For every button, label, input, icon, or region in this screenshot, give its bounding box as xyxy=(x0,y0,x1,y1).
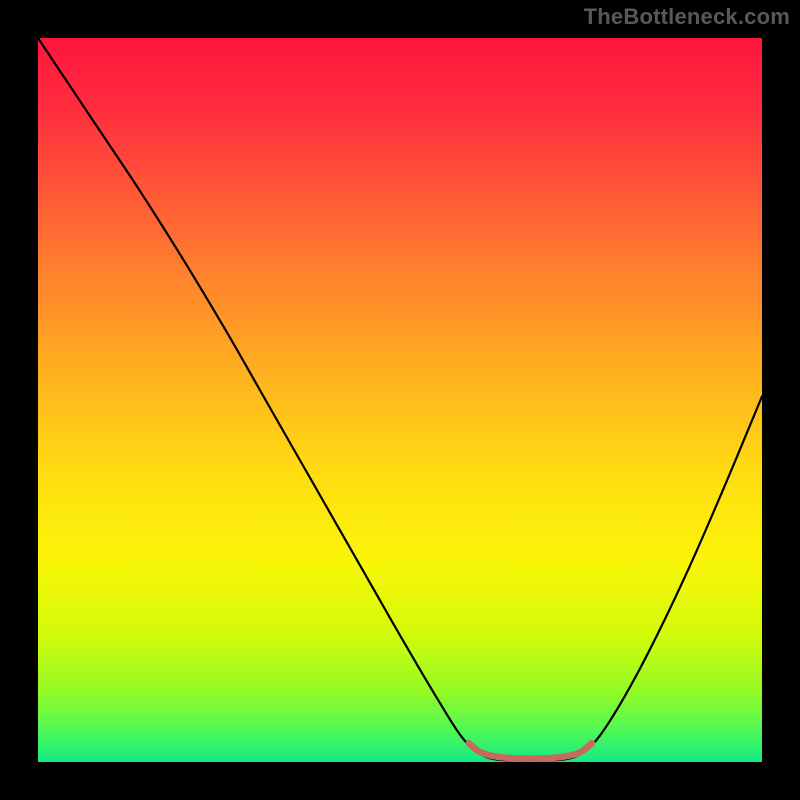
trough-highlight-path xyxy=(469,743,592,758)
bottleneck-curve-path xyxy=(38,38,762,761)
curve-layer xyxy=(38,38,762,762)
plot-area xyxy=(38,38,762,762)
chart-container: TheBottleneck.com xyxy=(0,0,800,800)
watermark-text: TheBottleneck.com xyxy=(584,4,790,30)
